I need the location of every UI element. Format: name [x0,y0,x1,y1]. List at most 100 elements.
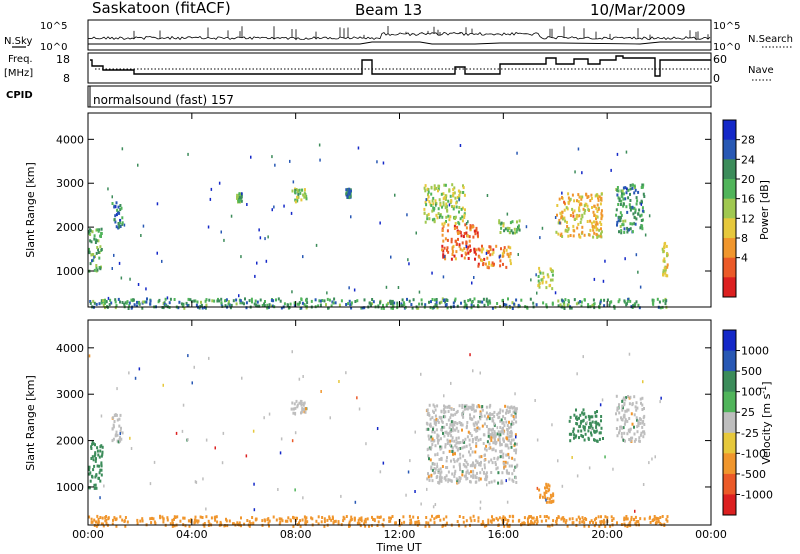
y-tick-label: 3000 [56,388,84,401]
colorbar-tick-label: 500 [741,365,762,378]
colorbar-swatch [723,218,736,239]
freq-label: Freq. [8,54,33,65]
power-region [441,223,479,261]
power-specks [93,143,651,300]
colorbar-swatch [723,179,736,200]
power-region [291,187,308,204]
y-tick-label: 4000 [56,133,84,146]
colorbar-tick-label: 1000 [741,345,769,358]
power-region [498,219,521,235]
velocity-region [568,408,604,443]
time-axis-label: Time UT [375,541,421,554]
colorbar-tick-label: 25 [741,406,755,419]
y-tick-label: 3000 [56,177,84,190]
power-colorbar: 28 24 20 16 12 8 4 [722,119,755,298]
cpid-value: normalsound (fast) 157 [93,93,234,107]
y-tick-label: 2000 [56,221,84,234]
nsky-label: N.Sky [4,36,32,47]
colorbar-swatch [723,432,736,454]
colorbar-tick-label: -1000 [741,488,773,501]
colorbar-swatch [723,494,736,516]
noise-tick-left-low: 10^0 [40,42,67,53]
colorbar-swatch [723,159,736,180]
colorbar-swatch [723,391,736,413]
power-region [345,187,352,200]
velocity-region [88,514,669,528]
time-axis: 00:00 04:00 08:00 12:00 16:00 20:00 00:00 [72,113,727,541]
x-tick-label: 00:00 [695,528,727,541]
beam-title: Beam 13 [355,1,422,19]
power-ylabel: Slant Range [km] [24,162,37,258]
colorbar-swatch [723,371,736,393]
velocity-region [538,482,555,504]
noise-tick-right-low: 10^0 [713,42,740,53]
velocity-region [490,427,513,448]
power-region [88,227,103,273]
velocity-colorbar-label: Velocity [m s-1] [759,381,773,464]
velocity-colorbar: 1000 500 100 25 -25 -100 -500 -1000 [722,329,773,516]
power-region [236,192,243,204]
velocity-scatter [88,350,669,528]
y-tick-label: 2000 [56,435,84,448]
date-title: 10/Mar/2009 [590,1,686,19]
velocity-region [111,413,124,444]
power-region [89,297,668,310]
noise-sky-trace [87,26,711,41]
y-tick-label: 1000 [56,265,84,278]
nave-tick-high: 60 [713,53,727,66]
velocity-region [290,399,308,415]
velocity-specks [88,350,662,513]
freq-panel [87,52,712,84]
nsearch-label: N.Search [748,34,793,45]
x-tick-label: 08:00 [280,528,312,541]
cpid-panel [87,85,712,108]
colorbar-tick-label: -25 [741,427,759,440]
x-tick-label: 04:00 [176,528,208,541]
x-tick-label: 12:00 [384,528,416,541]
colorbar-swatch [723,238,736,259]
noise-tick-right-high: 10^5 [713,21,740,32]
power-scatter [88,143,669,310]
colorbar-tick-label: 20 [741,173,755,186]
power-colorbar-label: Power [dB] [758,180,771,240]
colorbar-frame [722,329,737,516]
station-title: Saskatoon (fitACF) [92,0,231,17]
colorbar-tick-label: -100 [741,447,766,460]
colorbar-swatch [723,473,736,495]
power-region [423,183,466,226]
velocity-region [615,394,646,443]
power-region [477,244,512,270]
freq-unit: [MHz] [4,68,33,79]
y-tick-label: 4000 [56,342,84,355]
power-y-axis: 1000 2000 3000 4000 [56,133,711,278]
noise-search-trace [88,41,711,45]
nave-label: Nave [748,65,774,76]
colorbar-tick-label: 28 [741,134,755,147]
power-region [111,201,124,230]
velocity-region [88,440,104,490]
colorbar-swatch [723,120,736,141]
x-tick-label: 16:00 [487,528,519,541]
colorbar-tick-label: 8 [741,232,748,245]
freq-trace [90,55,711,77]
colorbar-swatch [723,330,736,352]
velocity-ylabel: Slant Range [km] [24,375,37,471]
power-region [537,266,554,291]
colorbar-swatch [723,453,736,475]
colorbar-tick-label: 24 [741,153,755,166]
cpid-label: CPID [6,90,33,101]
velocity-region [425,403,519,485]
velocity-panel [87,319,712,526]
colorbar-tick-label: 12 [741,212,755,225]
colorbar-swatch [723,277,736,298]
colorbar-tick-label: 4 [741,252,748,265]
colorbar-swatch [723,350,736,372]
noise-tick-left-high: 10^5 [40,21,67,32]
colorbar-swatch [723,412,736,434]
freq-tick-low: 8 [63,72,70,85]
power-region [661,241,669,278]
colorbar-swatch [723,139,736,160]
colorbar-tick-label: -500 [741,468,766,481]
colorbar-tick-label: 100 [741,386,762,399]
